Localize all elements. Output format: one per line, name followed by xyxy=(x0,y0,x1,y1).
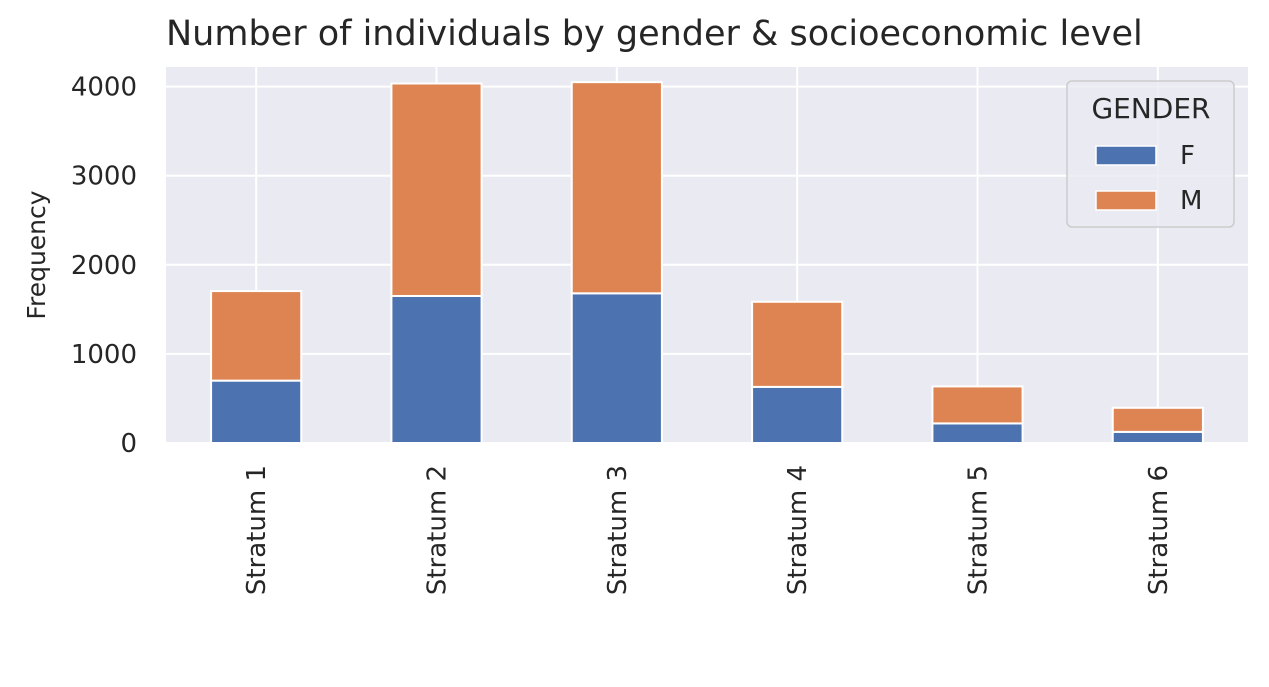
x-tick-label: Stratum 3 xyxy=(603,465,633,595)
bar-f-3 xyxy=(570,292,663,445)
legend-label-f: F xyxy=(1180,141,1195,171)
legend-items: FM xyxy=(1095,141,1202,216)
x-tick-label: Stratum 1 xyxy=(242,465,272,595)
y-tick-labels: 0 1000 2000 3000 4000 xyxy=(71,73,137,459)
bar-f-1 xyxy=(210,379,303,445)
x-tick-label: Stratum 4 xyxy=(783,465,813,595)
bar-f-6 xyxy=(1111,430,1204,444)
bar-f-2 xyxy=(390,294,483,444)
legend-swatch-m xyxy=(1095,190,1157,211)
chart-title: Number of individuals by gender & socioe… xyxy=(166,14,1143,54)
y-tick-label: 0 xyxy=(120,429,137,459)
legend-label-m: M xyxy=(1180,186,1202,216)
y-tick-label: 1000 xyxy=(71,340,137,370)
legend-swatch-f xyxy=(1095,145,1157,166)
bar-f-5 xyxy=(931,422,1024,444)
y-tick-label: 4000 xyxy=(71,73,137,103)
bar-m-3 xyxy=(570,81,663,295)
bars xyxy=(210,81,1204,445)
x-tick-labels: Stratum 1 Stratum 2 Stratum 3 Stratum 4 Stra… xyxy=(242,465,1174,595)
bar-m-5 xyxy=(931,385,1024,425)
x-tick-label: Stratum 2 xyxy=(423,465,453,595)
bar-m-1 xyxy=(210,290,303,382)
bar-m-2 xyxy=(390,82,483,297)
y-axis-label: Frequency xyxy=(22,190,51,319)
legend: GENDER FM xyxy=(1066,80,1235,228)
x-tick-label: Stratum 6 xyxy=(1144,465,1174,595)
y-tick-label: 3000 xyxy=(71,162,137,192)
legend-title: GENDER xyxy=(1091,92,1210,125)
bar-f-4 xyxy=(751,385,844,445)
bar-m-4 xyxy=(751,300,844,388)
bar-m-6 xyxy=(1111,406,1204,433)
y-tick-label: 2000 xyxy=(71,251,137,281)
x-tick-label: Stratum 5 xyxy=(964,465,994,595)
